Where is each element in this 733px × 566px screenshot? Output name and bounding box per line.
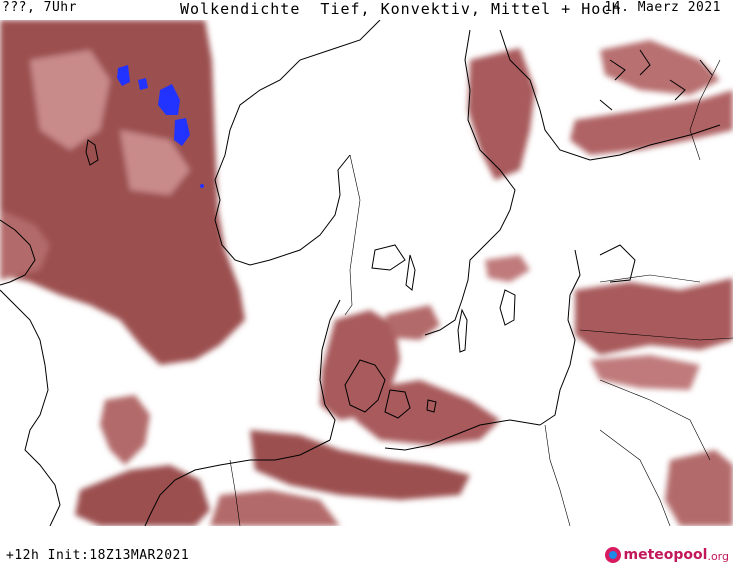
cloud-area-germany-south — [210, 490, 340, 526]
convective-cell — [158, 84, 180, 115]
coast-scotland — [0, 219, 36, 286]
coast-britain — [0, 289, 61, 526]
cloud-area-germany-north — [250, 430, 470, 500]
footer: +12h Init:18Z13MAR2021 meteopool .org — [0, 526, 733, 566]
logo-tld: .org — [707, 550, 729, 563]
coast-shetland — [85, 139, 99, 166]
map-title: Wolkendichte Tief, Konvektiv, Mittel + H… — [180, 0, 622, 18]
coast-sweden-east — [424, 29, 516, 336]
cloud-area-skagerrak — [385, 305, 440, 340]
borders — [229, 59, 733, 526]
convective-cell — [200, 184, 204, 188]
cloud-area-atlantic-light — [30, 50, 190, 195]
cloud-layer — [0, 20, 733, 526]
forecast-time-label: ???, 7Uhr — [2, 0, 77, 15]
border-germany-nl — [229, 459, 241, 526]
lake-vattern — [405, 254, 416, 291]
convective-cell — [174, 118, 190, 146]
cloud-density-map — [0, 20, 733, 526]
coastlines — [0, 20, 721, 526]
border-latvia-lithuania — [579, 329, 733, 341]
cloud-area-west-edge — [0, 210, 50, 280]
coast-danish-islands — [344, 359, 386, 413]
coast-riga — [599, 244, 636, 283]
cloud-area-baltic-east-south — [590, 355, 700, 390]
lakes-finland — [599, 49, 713, 111]
convective-cell — [117, 65, 130, 86]
cloud-area-gulf-small — [485, 255, 530, 282]
border-finland-russia — [689, 59, 721, 161]
meteopool-logo[interactable]: meteopool .org — [604, 544, 729, 566]
convective-cells — [117, 65, 204, 188]
coast-zealand — [384, 389, 411, 419]
lake-vanern — [371, 244, 406, 271]
coast-baltic-east — [539, 249, 581, 426]
meteopool-logo-icon — [604, 547, 621, 563]
coast-bornholm — [426, 399, 437, 413]
coast-jutland — [319, 299, 341, 441]
coast-gotland — [499, 289, 516, 326]
border-norway-sweden — [344, 154, 361, 316]
cloud-area-england — [100, 395, 150, 465]
border-lithuania-belarus — [599, 379, 711, 461]
cloud-area-baltic-east — [575, 278, 733, 355]
border-estonia-latvia — [599, 274, 701, 283]
logo-word: meteopool — [623, 547, 708, 563]
cloud-area-benelux — [75, 465, 210, 526]
cloud-area-finland-north — [600, 40, 720, 95]
cloud-area-poland-east — [665, 450, 733, 526]
coast-north-sea-south — [144, 439, 331, 526]
cloud-area-baltic-south — [355, 380, 500, 445]
forecast-date: 14. Maerz 2021 — [604, 0, 721, 15]
coast-norway — [214, 20, 381, 266]
coast-south-baltic — [384, 419, 541, 451]
coast-finland — [499, 29, 721, 161]
cloud-area-sweden — [468, 48, 535, 180]
model-run-info: +12h Init:18Z13MAR2021 — [6, 548, 190, 563]
cloud-area-finland-coast — [570, 90, 733, 155]
coast-oland — [457, 308, 468, 353]
convective-cell — [138, 78, 148, 90]
border-poland-belarus — [599, 429, 671, 526]
border-poland-germany — [544, 424, 571, 526]
